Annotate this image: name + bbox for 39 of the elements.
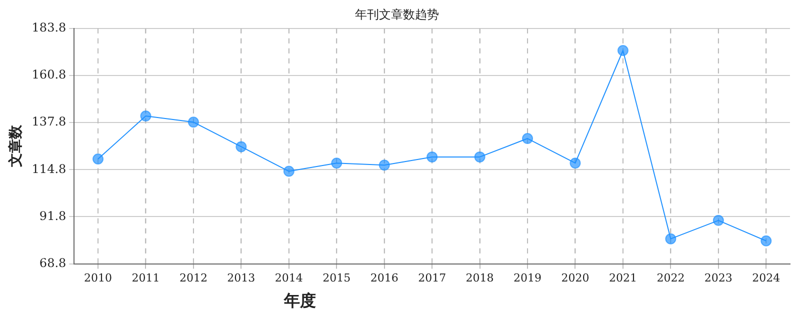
y-tick-label: 68.8	[39, 256, 66, 270]
point	[570, 158, 581, 169]
point	[378, 160, 390, 171]
x-tick-label: 2017	[418, 271, 446, 284]
x-tick-label: 2015	[322, 271, 351, 284]
x-tick-label: 2018	[466, 271, 494, 284]
x-tick-label: 2022	[656, 271, 685, 284]
point	[522, 133, 534, 144]
x-tick-label: 2013	[227, 271, 256, 284]
point	[331, 158, 342, 169]
x-tick-label: 2010	[84, 271, 112, 284]
chart-title: 年刊文章数趋势	[355, 7, 439, 22]
point	[92, 153, 104, 164]
x-tick-label: 2016	[370, 271, 398, 284]
x-tick-label: 2012	[179, 271, 208, 284]
point	[617, 45, 628, 56]
x-tick-label: 2020	[561, 271, 590, 284]
y-tick-label: 91.8	[39, 208, 66, 223]
point	[283, 166, 294, 177]
y-tick-label: 183.8	[32, 20, 66, 35]
x-tick-label: 2023	[704, 271, 732, 284]
x-tick-label: 2021	[608, 271, 637, 284]
x-tick-label: 2019	[514, 271, 542, 284]
x-tick-label: 2014	[274, 271, 303, 284]
point	[426, 151, 438, 162]
x-tick-label: 2011	[132, 271, 160, 284]
point	[140, 110, 152, 122]
x-axis-title: 年度	[282, 291, 317, 312]
point	[712, 214, 724, 226]
y-tick-label: 137.8	[32, 114, 66, 129]
point	[474, 151, 486, 162]
point	[665, 233, 676, 244]
point	[760, 235, 772, 246]
y-tick-label: 160.8	[32, 68, 66, 82]
point	[236, 141, 247, 152]
x-tick-label: 2024	[752, 271, 780, 284]
point	[188, 116, 199, 128]
y-axis-title: 文章数	[7, 124, 24, 168]
y-tick-label: 114.8	[32, 162, 66, 176]
